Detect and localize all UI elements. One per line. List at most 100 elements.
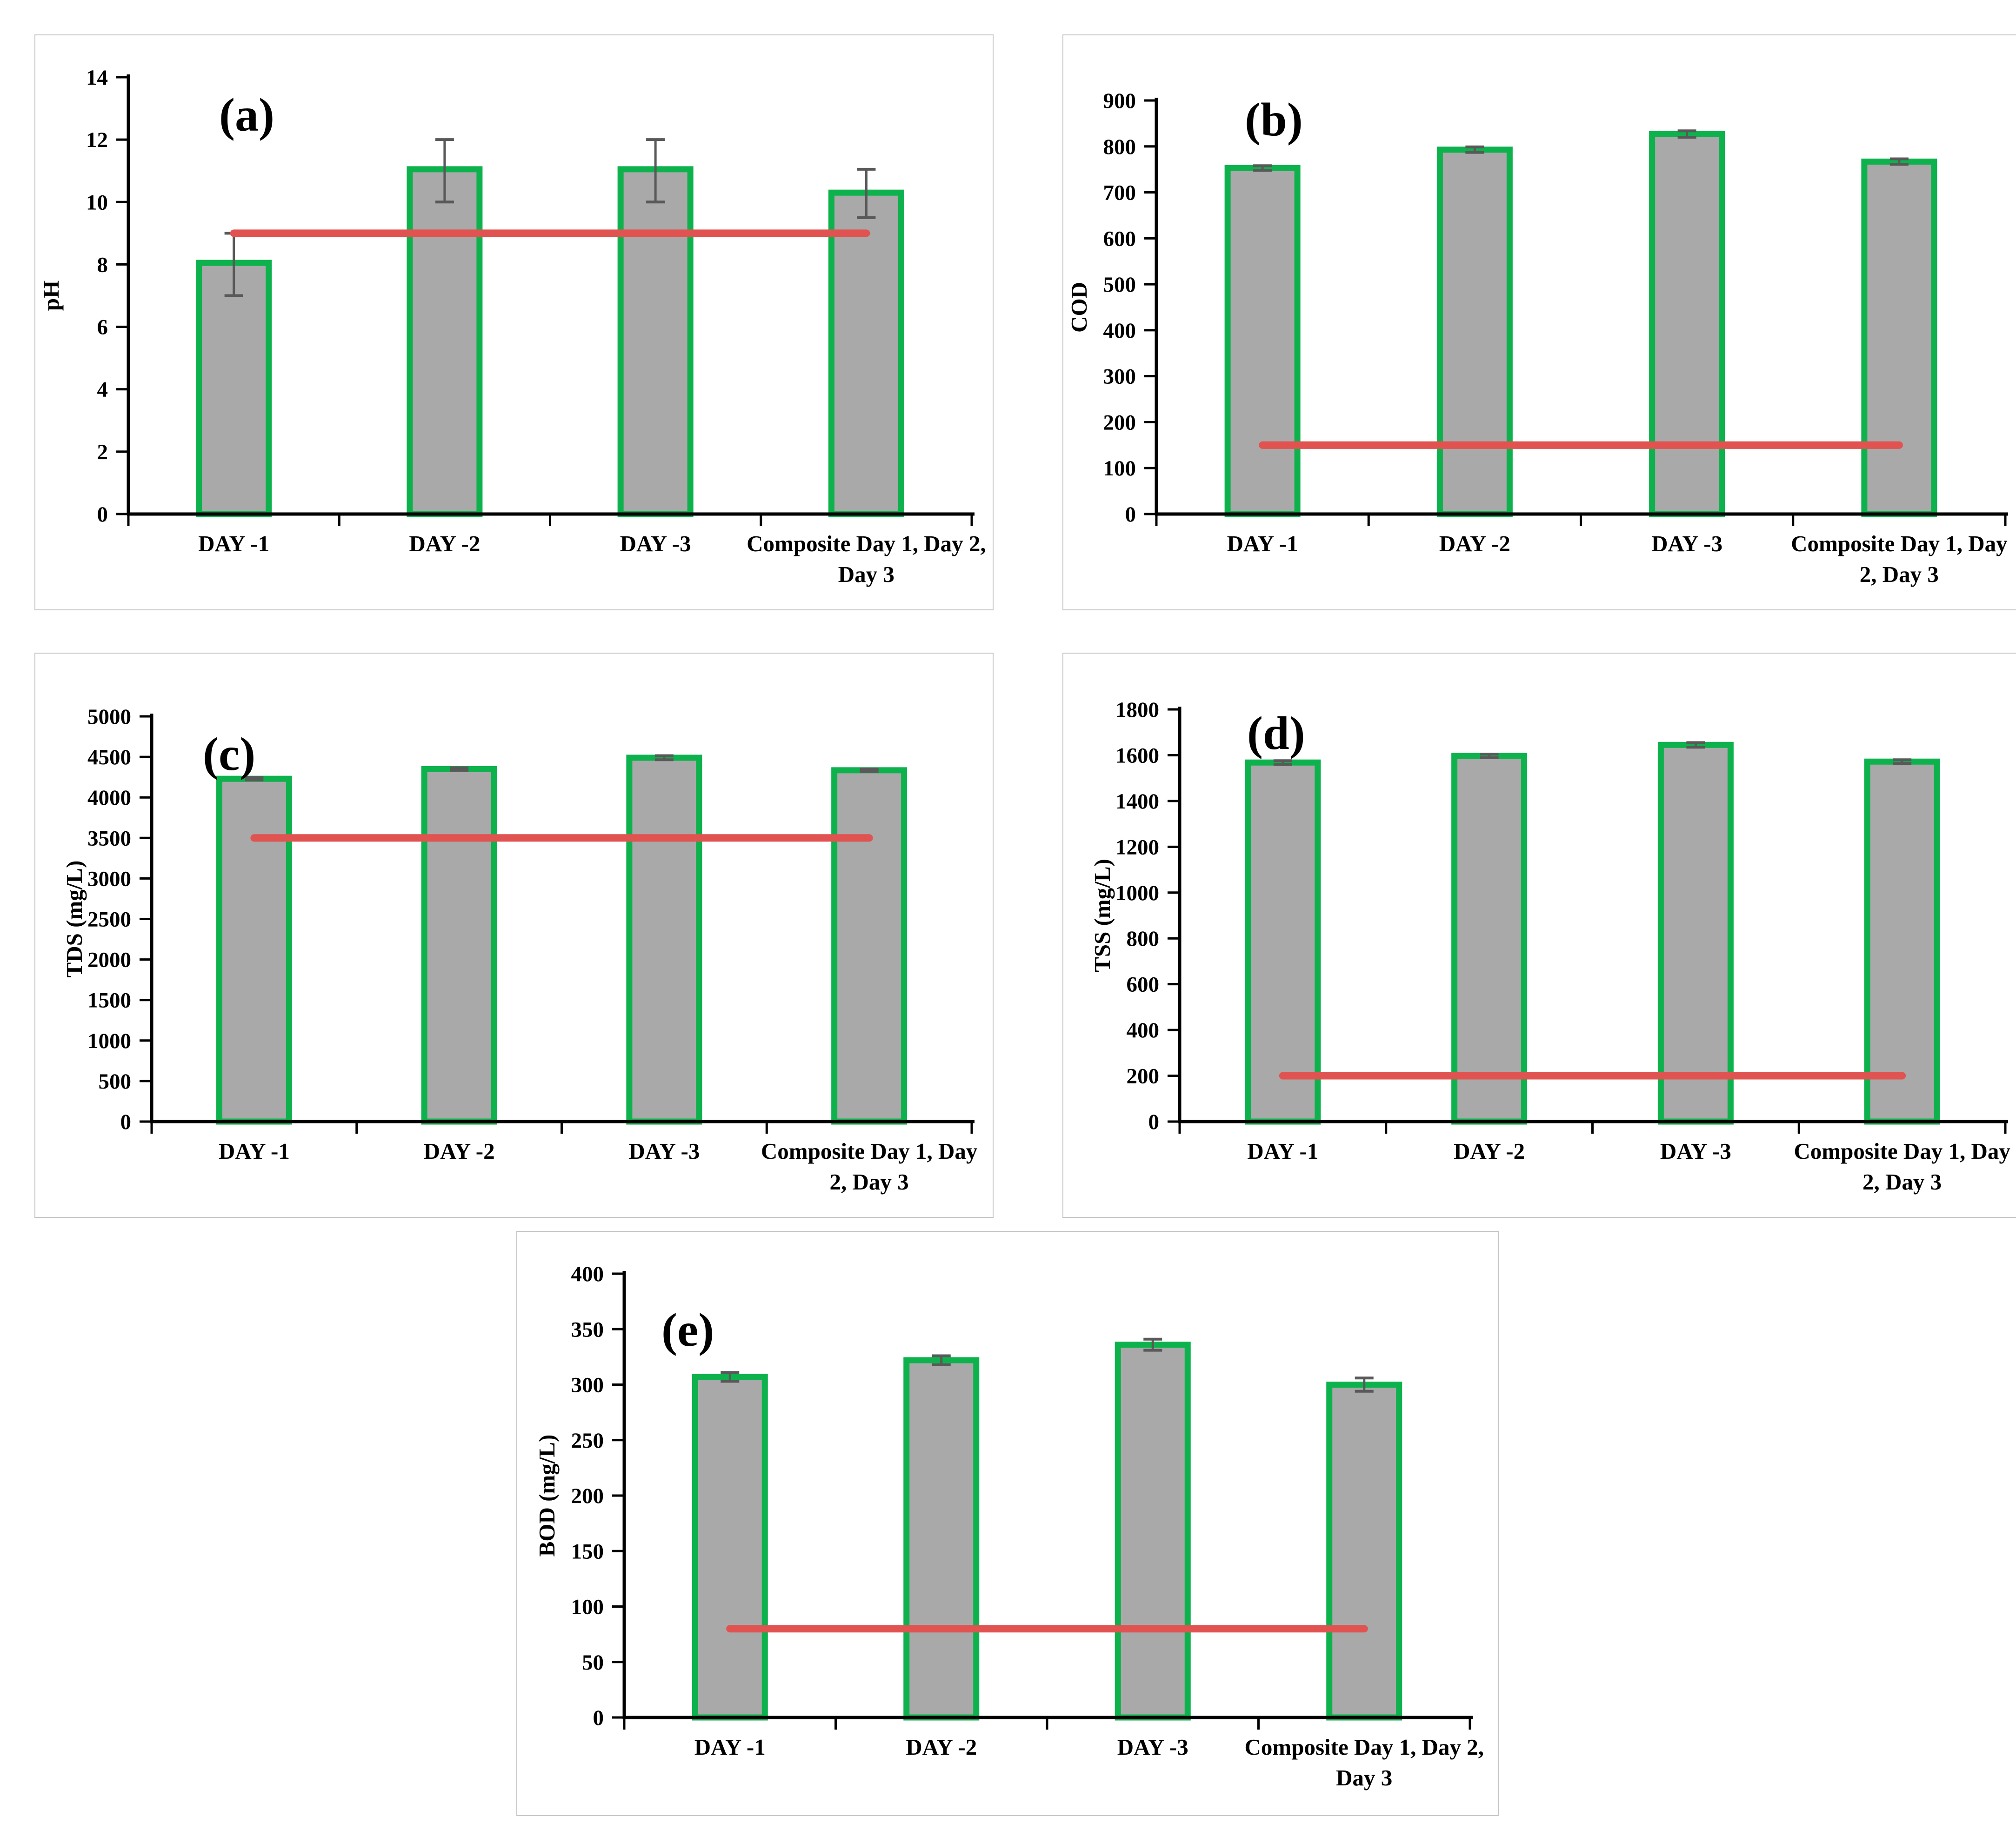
bar-1 bbox=[692, 1374, 768, 1721]
panel-letter: (c) bbox=[203, 728, 255, 781]
bar-3 bbox=[617, 166, 694, 517]
category-label: Composite Day 1, Day bbox=[1791, 531, 2008, 556]
y-tick-label: 900 bbox=[1103, 89, 1136, 113]
y-tick-label: 2000 bbox=[87, 948, 131, 972]
category-label: DAY -2 bbox=[409, 531, 480, 556]
y-axis-title: BOD (mg/L) bbox=[534, 1435, 560, 1557]
chart-panel-e: 0 50 100 150 200 250 300 350 400 DAY -1 DAY -2 DAY … bbox=[516, 1231, 1499, 1816]
y-tick-label: 150 bbox=[571, 1539, 604, 1563]
y-tick-label: 12 bbox=[86, 128, 108, 152]
y-tick-label: 14 bbox=[86, 66, 108, 90]
bar-1 bbox=[216, 775, 292, 1125]
y-tick-label: 4 bbox=[97, 378, 108, 402]
category-label: DAY -1 bbox=[198, 531, 269, 556]
bar-4 bbox=[1864, 758, 1940, 1125]
y-tick-label: 300 bbox=[571, 1373, 604, 1397]
y-tick-label: 3500 bbox=[87, 826, 131, 850]
category-label: DAY -3 bbox=[620, 531, 691, 556]
bar-1 bbox=[1224, 165, 1301, 517]
category-label: DAY -2 bbox=[424, 1138, 495, 1164]
y-axis-title: TDS (mg/L) bbox=[61, 861, 87, 978]
y-tick-label: 400 bbox=[571, 1262, 604, 1286]
category-label: DAY -1 bbox=[1227, 531, 1298, 556]
y-tick-label: 500 bbox=[1103, 273, 1136, 297]
y-tick-label: 1000 bbox=[87, 1029, 131, 1053]
y-tick-label: 1000 bbox=[1115, 881, 1159, 905]
y-tick-label: 2500 bbox=[87, 908, 131, 932]
y-tick-label: 100 bbox=[571, 1595, 604, 1619]
y-tick-label: 700 bbox=[1103, 181, 1136, 205]
bar-1 bbox=[196, 260, 272, 517]
bar-1 bbox=[1245, 759, 1321, 1125]
y-tick-label: 350 bbox=[571, 1317, 604, 1342]
y-axis-title: pH bbox=[38, 281, 64, 311]
y-tick-label: 400 bbox=[1103, 319, 1136, 343]
y-tick-label: 500 bbox=[99, 1069, 132, 1094]
category-label: DAY -1 bbox=[694, 1734, 766, 1760]
bar-2 bbox=[903, 1357, 980, 1721]
y-tick-label: 4500 bbox=[87, 745, 131, 769]
category-label: Composite Day 1, Day bbox=[761, 1138, 978, 1164]
bar-2 bbox=[1451, 753, 1528, 1125]
bar-2 bbox=[421, 766, 497, 1125]
category-label: 2, Day 3 bbox=[830, 1169, 909, 1195]
y-tick-label: 600 bbox=[1103, 227, 1136, 251]
y-tick-label: 200 bbox=[1103, 410, 1136, 434]
y-tick-label: 0 bbox=[593, 1706, 604, 1730]
y-tick-label: 3000 bbox=[87, 867, 131, 891]
bar-2 bbox=[407, 166, 483, 517]
y-tick-label: 600 bbox=[1127, 973, 1160, 997]
y-tick-label: 200 bbox=[571, 1484, 604, 1508]
category-label: Composite Day 1, Day 2, bbox=[747, 531, 986, 556]
panel-letter: (d) bbox=[1247, 707, 1305, 760]
y-tick-label: 50 bbox=[582, 1650, 604, 1675]
y-tick-label: 0 bbox=[1125, 502, 1136, 527]
y-tick-label: 8 bbox=[97, 253, 108, 277]
category-label: Day 3 bbox=[1336, 1765, 1392, 1791]
category-label: 2, Day 3 bbox=[1862, 1169, 1942, 1195]
y-tick-label: 0 bbox=[97, 502, 108, 527]
category-label: DAY -3 bbox=[1660, 1138, 1731, 1164]
y-tick-label: 6 bbox=[97, 315, 108, 340]
y-tick-label: 1500 bbox=[87, 989, 131, 1013]
chart-b-canvas: 0 100 200 300 400 500 600 700 800 900 DAY -1 DAY -2… bbox=[1066, 89, 2008, 587]
y-axis-title: TSS (mg/L) bbox=[1089, 859, 1115, 972]
bar-4 bbox=[828, 189, 904, 517]
bar-4 bbox=[1326, 1382, 1402, 1721]
y-tick-label: 1400 bbox=[1115, 789, 1159, 814]
y-tick-label: 800 bbox=[1127, 927, 1160, 951]
category-label: DAY -2 bbox=[1439, 531, 1510, 556]
chart-d-canvas: 0 200 400 600 800 1000 1200 1400 1600 1800 DAY -1 D… bbox=[1089, 698, 2010, 1195]
chart-panel-c: 0 500 1000 1500 2000 2500 3000 3500 4000 4500 5000… bbox=[34, 653, 994, 1218]
bar-4 bbox=[831, 767, 908, 1125]
y-tick-label: 300 bbox=[1103, 365, 1136, 389]
category-label: DAY -3 bbox=[628, 1138, 700, 1164]
y-tick-label: 0 bbox=[1148, 1110, 1160, 1134]
bar-4 bbox=[1861, 158, 1937, 517]
y-tick-label: 1200 bbox=[1115, 835, 1159, 859]
y-tick-label: 2 bbox=[97, 440, 108, 464]
chart-panel-d: 0 200 400 600 800 1000 1200 1400 1600 1800 DAY -1 D… bbox=[1062, 653, 2016, 1218]
y-tick-label: 1800 bbox=[1115, 698, 1159, 722]
bar-3 bbox=[626, 755, 702, 1125]
category-label: DAY -2 bbox=[1454, 1138, 1525, 1164]
panel-letter: (b) bbox=[1245, 94, 1303, 146]
category-label: DAY -3 bbox=[1651, 531, 1722, 556]
y-tick-label: 10 bbox=[86, 190, 108, 214]
chart-a-canvas: 0 2 4 6 8 10 12 14 DAY -1 DAY -2 DAY -3 Composite D… bbox=[38, 66, 986, 587]
y-tick-label: 0 bbox=[120, 1110, 132, 1134]
y-tick-label: 100 bbox=[1103, 456, 1136, 481]
category-label: DAY -2 bbox=[906, 1734, 977, 1760]
y-tick-label: 4000 bbox=[87, 786, 131, 810]
category-label: Day 3 bbox=[838, 561, 895, 587]
bar-3 bbox=[1657, 742, 1734, 1125]
category-label: Composite Day 1, Day 2, bbox=[1245, 1734, 1484, 1760]
category-label: DAY -3 bbox=[1117, 1734, 1188, 1760]
panel-letter: (a) bbox=[219, 89, 274, 141]
panel-letter: (e) bbox=[661, 1304, 714, 1356]
y-tick-label: 400 bbox=[1127, 1018, 1160, 1042]
y-tick-label: 5000 bbox=[87, 705, 131, 729]
y-tick-label: 250 bbox=[571, 1429, 604, 1453]
y-tick-label: 1600 bbox=[1115, 743, 1159, 768]
